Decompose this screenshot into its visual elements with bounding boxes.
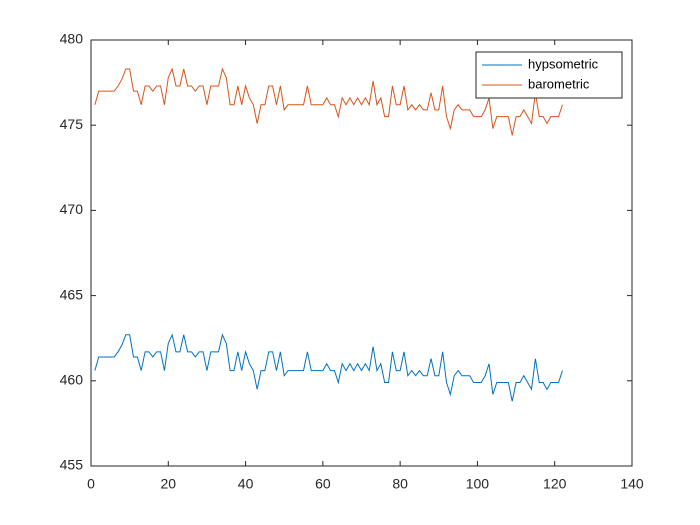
y-tick-label: 460 bbox=[60, 372, 84, 388]
series-line bbox=[94, 333, 563, 402]
x-tick-label: 140 bbox=[620, 476, 644, 492]
y-tick-label: 465 bbox=[60, 286, 84, 302]
plot-area bbox=[90, 39, 633, 467]
legend-box bbox=[475, 51, 623, 99]
y-tick-label: 470 bbox=[60, 201, 84, 217]
x-tick-label: 40 bbox=[238, 476, 254, 492]
y-tick-label: 455 bbox=[60, 457, 84, 473]
x-tick-label: 120 bbox=[543, 476, 567, 492]
y-tick-label: 475 bbox=[60, 116, 84, 132]
x-tick-label: 20 bbox=[160, 476, 176, 492]
x-tick-label: 80 bbox=[392, 476, 408, 492]
legend-label: hypsometric bbox=[528, 56, 599, 71]
y-tick-label: 480 bbox=[60, 31, 84, 47]
series-line bbox=[94, 67, 563, 136]
x-tick-label: 0 bbox=[87, 476, 95, 492]
x-tick-label: 100 bbox=[466, 476, 490, 492]
legend-label: barometric bbox=[528, 76, 590, 91]
x-tick-label: 60 bbox=[315, 476, 331, 492]
